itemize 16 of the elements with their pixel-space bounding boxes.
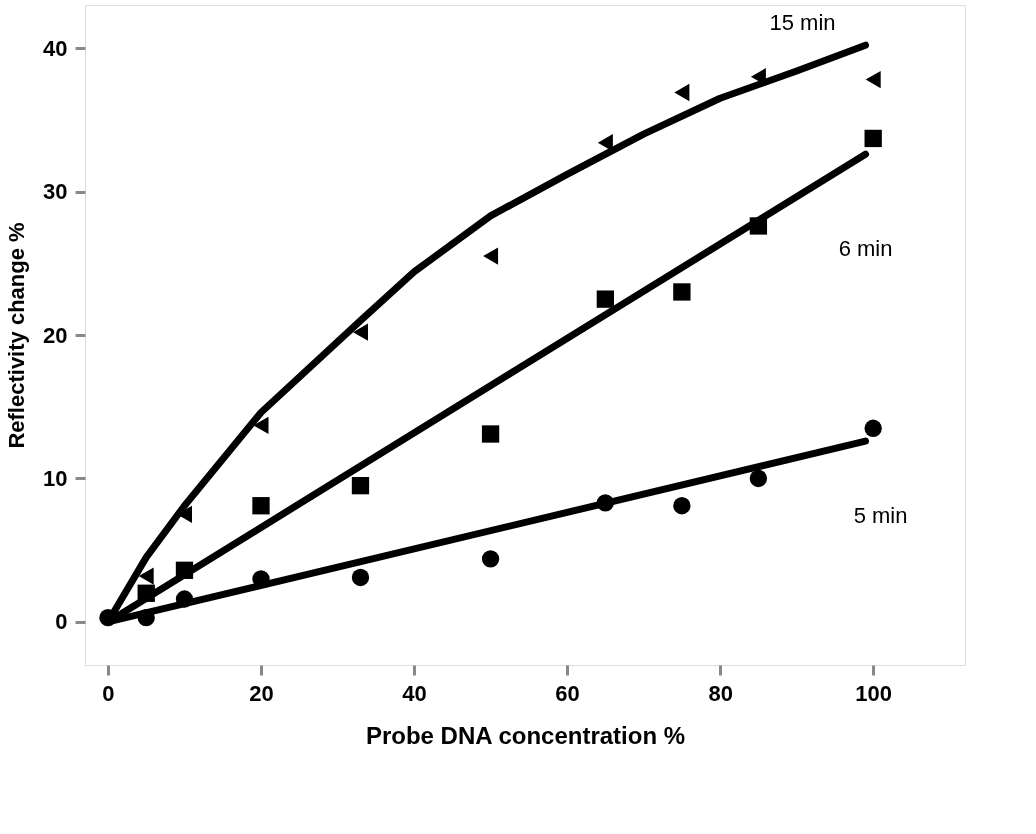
x-tick-label: 0 xyxy=(102,680,115,706)
series-label: 15 min xyxy=(769,10,836,36)
x-tick-label: 40 xyxy=(402,680,427,706)
x-tick-label: 80 xyxy=(708,680,733,706)
text: 5 min xyxy=(853,503,908,529)
text: 6 min xyxy=(838,236,893,262)
x-tick-label: 20 xyxy=(249,680,274,706)
x-tick-label: 60 xyxy=(555,680,580,706)
y-tick-label: 30 xyxy=(43,179,68,205)
y-tick-label: 0 xyxy=(55,609,68,635)
y-axis-title: Reflectivity change % xyxy=(4,222,30,449)
y-tick-label: 20 xyxy=(43,322,68,348)
x-tick-label: 100 xyxy=(855,680,893,706)
y-tick-label: 40 xyxy=(43,35,68,61)
x-axis-title: Probe DNA concentration % xyxy=(365,721,686,749)
y-tick-label: 10 xyxy=(43,465,68,491)
